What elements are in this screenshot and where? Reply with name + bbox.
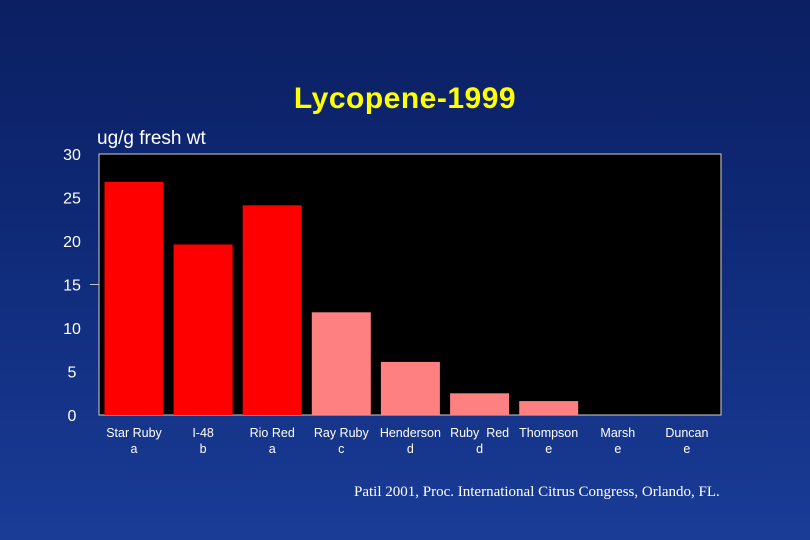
significance-letter: e (614, 442, 621, 456)
significance-letter: d (407, 442, 414, 456)
x-tick-label: Rio Red (250, 426, 295, 440)
y-tick-label: 0 (68, 408, 77, 425)
bar (450, 393, 510, 416)
significance-letter: a (269, 442, 276, 456)
bar (242, 205, 302, 415)
slide-title: Lycopene-1999 (293, 82, 517, 115)
y-tick-label: 30 (63, 147, 81, 164)
bar (311, 312, 371, 415)
significance-letter: b (200, 442, 207, 456)
x-tick-label: Ray Ruby (314, 426, 370, 440)
y-tick-label: 10 (63, 321, 81, 338)
y-tick-label: 25 (63, 191, 81, 208)
bar (519, 401, 579, 415)
significance-letter: a (131, 442, 138, 456)
x-tick-label: I-48 (192, 426, 214, 440)
x-tick-label: Star Ruby (106, 426, 162, 440)
x-tick-label: Marsh (600, 426, 635, 440)
bar (173, 244, 233, 415)
significance-letter: e (683, 442, 690, 456)
x-tick-label: Duncan (665, 426, 708, 440)
x-axis-category-labels: Star Ruby a I-48 b Rio Red a Ray Ruby c Henderso… (106, 426, 708, 456)
significance-letter: c (338, 442, 344, 456)
y-tick-label: 15 (63, 278, 81, 295)
x-tick-label: Henderson (380, 426, 441, 440)
citation: Patil 2001, Proc. International Citrus C… (354, 484, 720, 500)
bar-series (104, 181, 579, 416)
y-tick-label: 20 (63, 234, 81, 251)
y-axis-label: ug/g fresh wt (97, 128, 206, 149)
y-axis-tick-labels: 0 5 10 15 20 25 30 (63, 147, 81, 425)
y-tick-label: 5 (68, 365, 77, 382)
x-tick-label: Ruby Red (450, 426, 509, 440)
x-tick-label: Thompson (519, 426, 578, 440)
bar (380, 361, 440, 415)
bar (104, 181, 164, 415)
significance-letter: e (545, 442, 552, 456)
significance-letter: d (476, 442, 483, 456)
